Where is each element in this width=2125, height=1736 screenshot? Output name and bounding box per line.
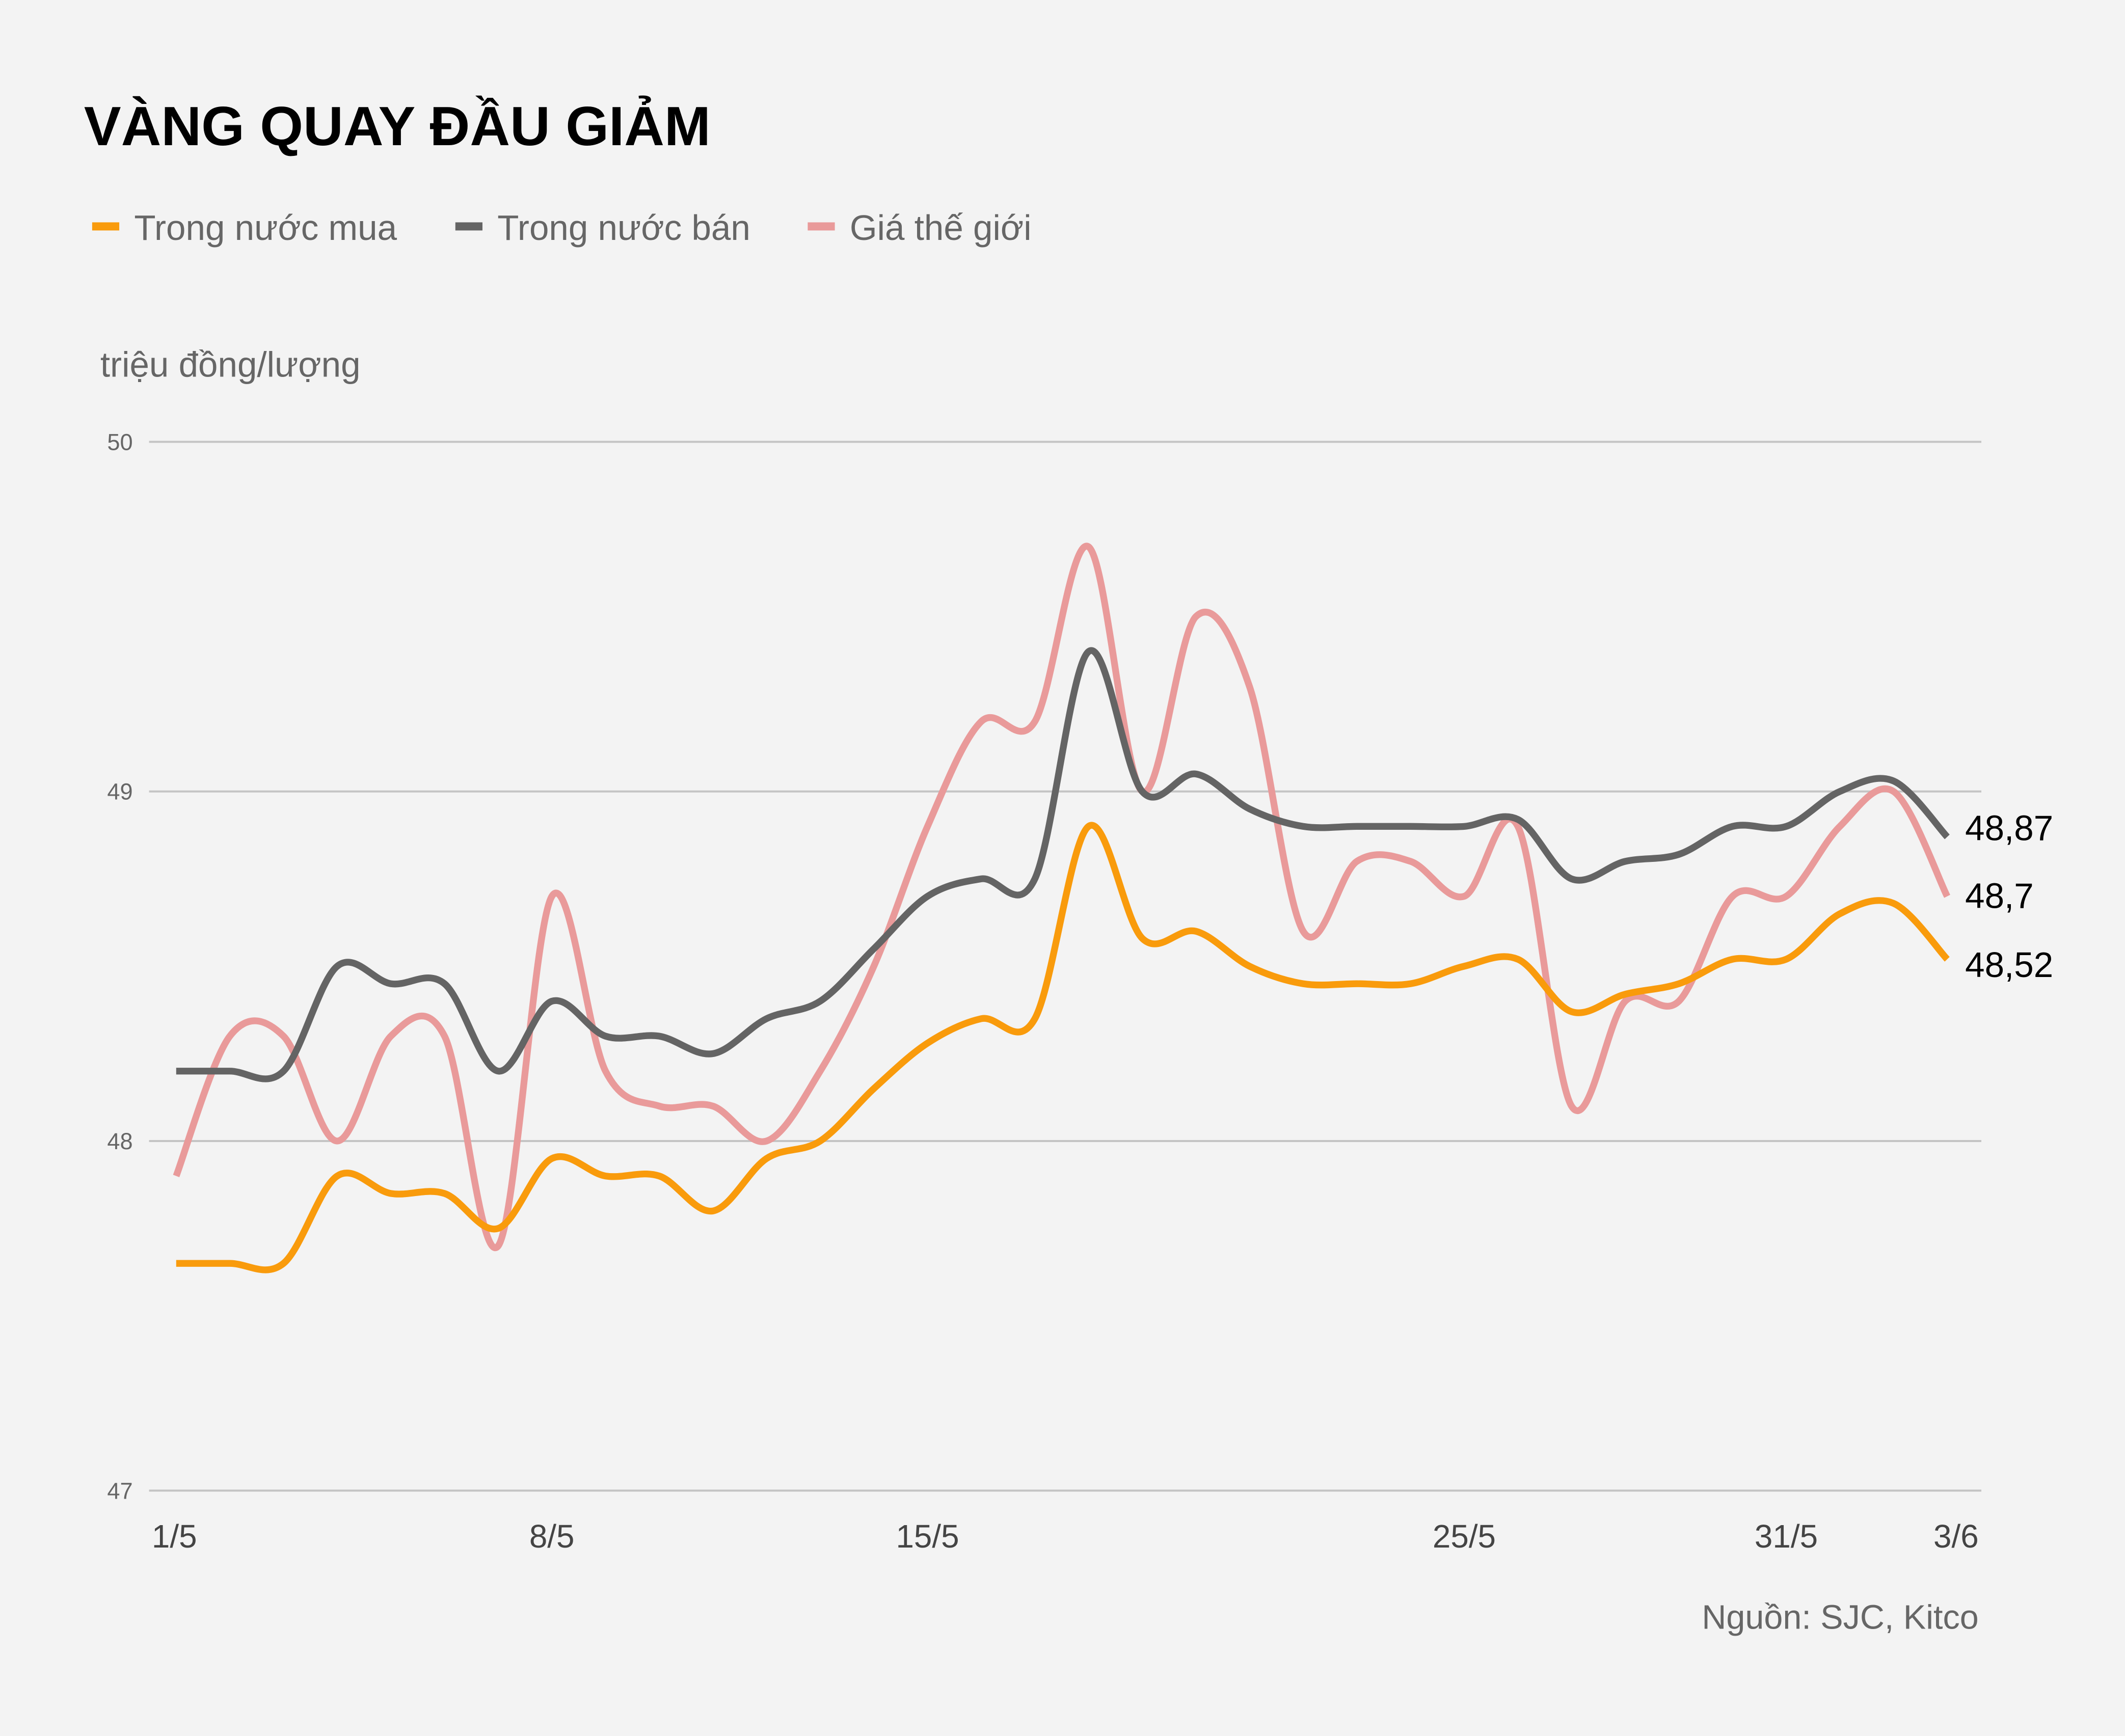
source-note: Nguồn: SJC, Kitco [1702,1599,1978,1637]
x-tick-label: 15/5 [896,1518,959,1555]
legend-label: Trong nước bán [497,208,750,248]
y-tick-label: 47 [107,1478,132,1504]
x-tick-label: 1/5 [152,1518,197,1555]
y-tick-label: 48 [107,1128,132,1154]
series-line [173,542,1950,1252]
end-value-label: 48,7 [1965,876,2034,915]
x-tick-label: 25/5 [1433,1518,1496,1555]
series-line [176,647,1950,1082]
x-tick-label: 3/6 [1933,1518,1979,1555]
chart-title: VÀNG QUAY ĐẦU GIẢM [84,95,711,157]
x-ticks: 1/5 8/5 15/5 25/5 31/5 3/6 [152,1518,1979,1555]
legend-label: Trong nước mua [134,208,397,248]
y-ticks: 50 49 48 47 [107,429,132,1504]
legend-swatch [808,222,835,231]
legend-swatch [92,222,120,231]
end-value-label: 48,52 [1965,945,2053,985]
legend-swatch [455,222,482,231]
x-tick-label: 8/5 [529,1518,575,1555]
series-lines [173,542,1950,1273]
y-tick-label: 49 [107,779,132,805]
x-tick-label: 31/5 [1755,1518,1818,1555]
y-axis-unit: triệu đồng/lượng [100,345,361,385]
y-tick-label: 50 [107,429,132,455]
legend: Trong nước mua Trong nước bán Giá thế giới [92,208,1032,248]
end-labels: 48,52 48,87 48,7 [1965,808,2053,985]
legend-label: Giá thế giới [850,208,1032,248]
gridlines [149,441,1982,1492]
series-line [176,822,1950,1273]
end-value-label: 48,87 [1965,808,2053,848]
